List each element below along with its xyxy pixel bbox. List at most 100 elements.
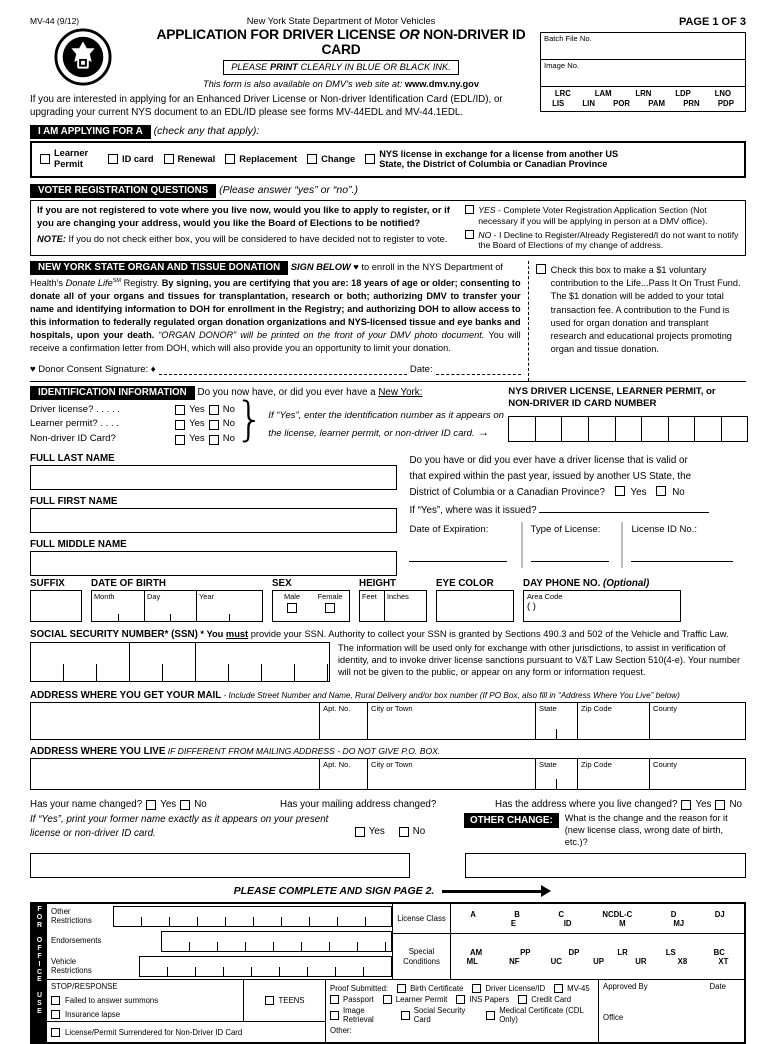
donation-contribution-checkbox[interactable] — [535, 264, 546, 275]
learner-permit-checkbox[interactable] — [40, 154, 50, 165]
form-number: MV-44 (9/12) — [30, 16, 80, 26]
renewal-checkbox[interactable] — [163, 154, 174, 165]
learner-permit-no-checkbox[interactable] — [208, 419, 219, 430]
mail-changed-question: Has your mailing address changed? — [280, 799, 437, 811]
eye-color-field[interactable] — [436, 590, 514, 623]
name-fields-section: FULL LAST NAME FULL FIRST NAME FULL MIDD… — [30, 453, 746, 577]
dob-field[interactable]: Month Day Year — [91, 590, 263, 623]
medical-certificate-checkbox[interactable] — [486, 1010, 496, 1020]
middle-name-field[interactable] — [30, 551, 398, 577]
other-license-yes-checkbox[interactable] — [614, 485, 625, 496]
license-id-line[interactable] — [631, 553, 733, 563]
mail-changed-no-checkbox[interactable] — [398, 826, 409, 837]
special-conditions-label: Special Conditions — [393, 934, 451, 980]
page-indicator: PAGE 1 OF 3 — [678, 16, 746, 28]
stop-response-label: STOP/RESPONSE — [51, 982, 118, 992]
mail-address-field[interactable]: Apt. No. City or Town State Zip Code Cou… — [30, 702, 746, 741]
driver-license-no-checkbox[interactable] — [208, 405, 219, 416]
voter-section: If you are not registered to vote where … — [30, 199, 746, 257]
mail-state-field[interactable]: State — [535, 703, 577, 740]
driver-license-id-checkbox[interactable] — [472, 984, 482, 994]
sex-male-checkbox[interactable] — [287, 603, 297, 614]
ins-papers-checkbox[interactable] — [456, 995, 466, 1005]
other-change-field[interactable] — [465, 853, 746, 879]
insurance-lapse-checkbox[interactable] — [51, 1010, 60, 1020]
mail-county-field[interactable]: County — [649, 703, 745, 740]
voter-yes-checkbox[interactable] — [465, 204, 475, 214]
license-type-line[interactable] — [530, 553, 610, 563]
organ-donation-section: NEW YORK STATE ORGAN AND TISSUE DONATION… — [30, 261, 746, 382]
license-class-label: License Class — [393, 904, 451, 934]
learner-permit-yes-checkbox[interactable] — [175, 419, 186, 430]
donor-date-line[interactable] — [435, 366, 521, 375]
mail-apt-field[interactable]: Apt. No. — [319, 703, 367, 740]
suffix-field[interactable] — [30, 590, 82, 623]
id-card-checkbox[interactable] — [108, 154, 118, 165]
nondriver-id-yes-checkbox[interactable] — [175, 434, 186, 445]
height-field[interactable]: Feet Inches — [359, 590, 427, 623]
image-no-field[interactable]: Image No. — [541, 60, 745, 87]
last-name-field[interactable] — [30, 465, 398, 491]
live-state-field[interactable]: State — [535, 759, 577, 790]
nondriver-id-no-checkbox[interactable] — [208, 434, 219, 445]
id-number-field[interactable] — [508, 415, 749, 442]
live-city-field[interactable]: City or Town — [367, 759, 535, 790]
batch-file-field[interactable]: Batch File No. — [541, 33, 745, 60]
dmv-website-link[interactable]: www.dmv.ny.gov — [404, 79, 480, 89]
live-apt-field[interactable]: Apt. No. — [319, 759, 367, 790]
organ-body-text: Health’s Donate LifeSM Registry. By sign… — [30, 278, 521, 353]
name-changed-yes-checkbox[interactable] — [146, 799, 157, 810]
failed-summons-checkbox[interactable] — [51, 996, 60, 1006]
identification-bar: IDENTIFICATION INFORMATION — [30, 385, 195, 400]
replacement-checkbox[interactable] — [225, 154, 236, 165]
id-number-instruction: If “Yes”, enter the identification numbe… — [268, 409, 504, 439]
vehicle-restrictions-label: Vehicle Restrictions — [51, 956, 92, 975]
credit-card-checkbox[interactable] — [518, 995, 528, 1005]
special-conditions-codes[interactable]: AM PP DP LR LS BC ML NF UC UP UR X8 XT — [466, 947, 729, 966]
former-name-field[interactable] — [30, 853, 410, 879]
personal-info-row: SUFFIX DATE OF BIRTH Month Day Year SEX … — [30, 578, 746, 623]
change-checkbox[interactable] — [307, 154, 318, 165]
vehicle-restrictions-field[interactable] — [139, 956, 392, 978]
approved-date-label: Date — [709, 982, 726, 992]
license-class-codes[interactable]: A B C NCDL-C D DJ E ID M MJ — [470, 909, 725, 928]
live-zip-field[interactable]: Zip Code — [577, 759, 649, 790]
teens-checkbox[interactable] — [264, 996, 274, 1006]
form-header: MV-44 (9/12) New York State Department o… — [30, 16, 746, 119]
mail-city-field[interactable]: City or Town — [367, 703, 535, 740]
mail-changed-yes-checkbox[interactable] — [354, 826, 365, 837]
image-retrieval-checkbox[interactable] — [330, 1010, 339, 1020]
voter-no-checkbox[interactable] — [465, 229, 475, 239]
birth-certificate-checkbox[interactable] — [397, 984, 407, 994]
surrendered-checkbox[interactable] — [51, 1027, 60, 1037]
other-license-no-checkbox[interactable] — [656, 485, 667, 496]
driver-license-yes-checkbox[interactable] — [175, 405, 186, 416]
live-address-field[interactable]: Apt. No. City or Town State Zip Code Cou… — [30, 758, 746, 791]
right-arrow-icon: → — [477, 424, 490, 439]
ssn-field[interactable] — [30, 642, 330, 683]
expiration-line[interactable] — [409, 553, 508, 563]
live-changed-yes-checkbox[interactable] — [681, 799, 692, 810]
live-changed-no-checkbox[interactable] — [715, 799, 726, 810]
phone-field[interactable]: Area Code ( ) — [523, 590, 681, 623]
ssn-card-checkbox[interactable] — [400, 1010, 410, 1020]
mail-zip-field[interactable]: Zip Code — [577, 703, 649, 740]
live-county-field[interactable]: County — [649, 759, 745, 790]
name-changed-no-checkbox[interactable] — [180, 799, 191, 810]
passport-checkbox[interactable] — [330, 995, 339, 1005]
other-restrictions-field[interactable] — [113, 906, 392, 928]
exchange-license-checkbox[interactable] — [365, 154, 376, 165]
mail-street-field[interactable] — [31, 703, 319, 739]
sex-female-checkbox[interactable] — [325, 603, 335, 614]
mv45-checkbox[interactable] — [554, 984, 564, 994]
where-issued-line[interactable] — [539, 504, 710, 513]
website-notice: This form is also available on DMV’s web… — [202, 79, 480, 89]
endorsements-field[interactable] — [161, 931, 392, 953]
learner-permit-proof-checkbox[interactable] — [382, 995, 392, 1005]
live-street-field[interactable] — [31, 759, 319, 789]
donor-signature-line[interactable] — [158, 366, 407, 375]
voter-bar: VOTER REGISTRATION QUESTIONS — [30, 183, 217, 198]
nys-seal-logo — [54, 28, 142, 89]
other-change-bar: OTHER CHANGE: — [464, 813, 559, 829]
first-name-field[interactable] — [30, 508, 398, 534]
